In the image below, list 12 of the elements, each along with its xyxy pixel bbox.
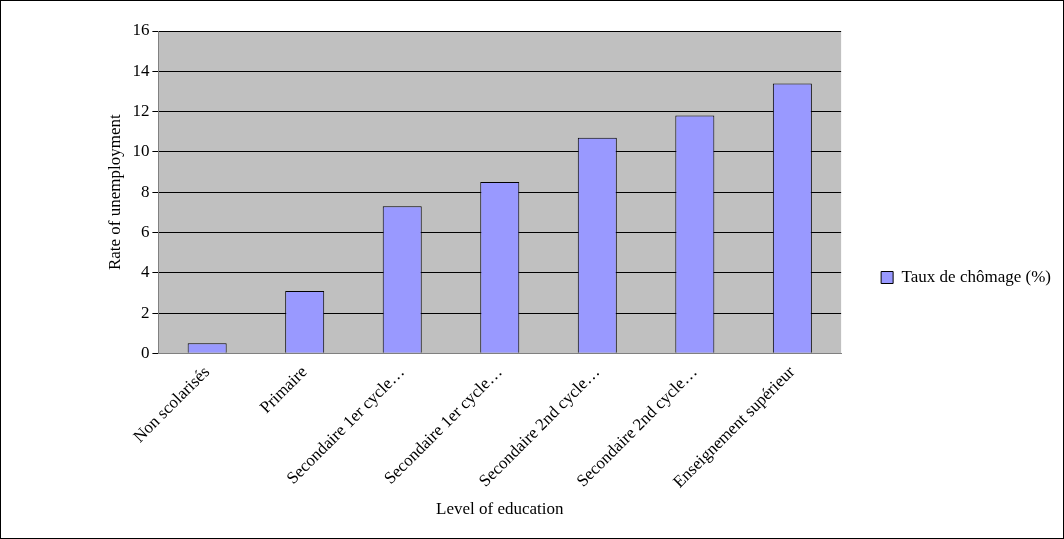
y-tick-label: 14: [132, 60, 150, 80]
y-tick-label: 12: [132, 101, 150, 121]
x-axis-title: Level of education: [436, 499, 564, 519]
y-tick-label: 0: [140, 342, 150, 362]
y-tick-label: 8: [140, 181, 150, 201]
y-tick-label: 4: [140, 262, 150, 282]
y-tick-label: 2: [140, 302, 150, 322]
y-tick-label: 10: [132, 141, 150, 161]
y-tick-label: 16: [132, 20, 150, 40]
y-tick-label: 6: [140, 221, 150, 241]
legend-label: Taux de chômage (%): [901, 266, 1052, 286]
y-axis-title: Rate of unemployment: [104, 114, 124, 271]
